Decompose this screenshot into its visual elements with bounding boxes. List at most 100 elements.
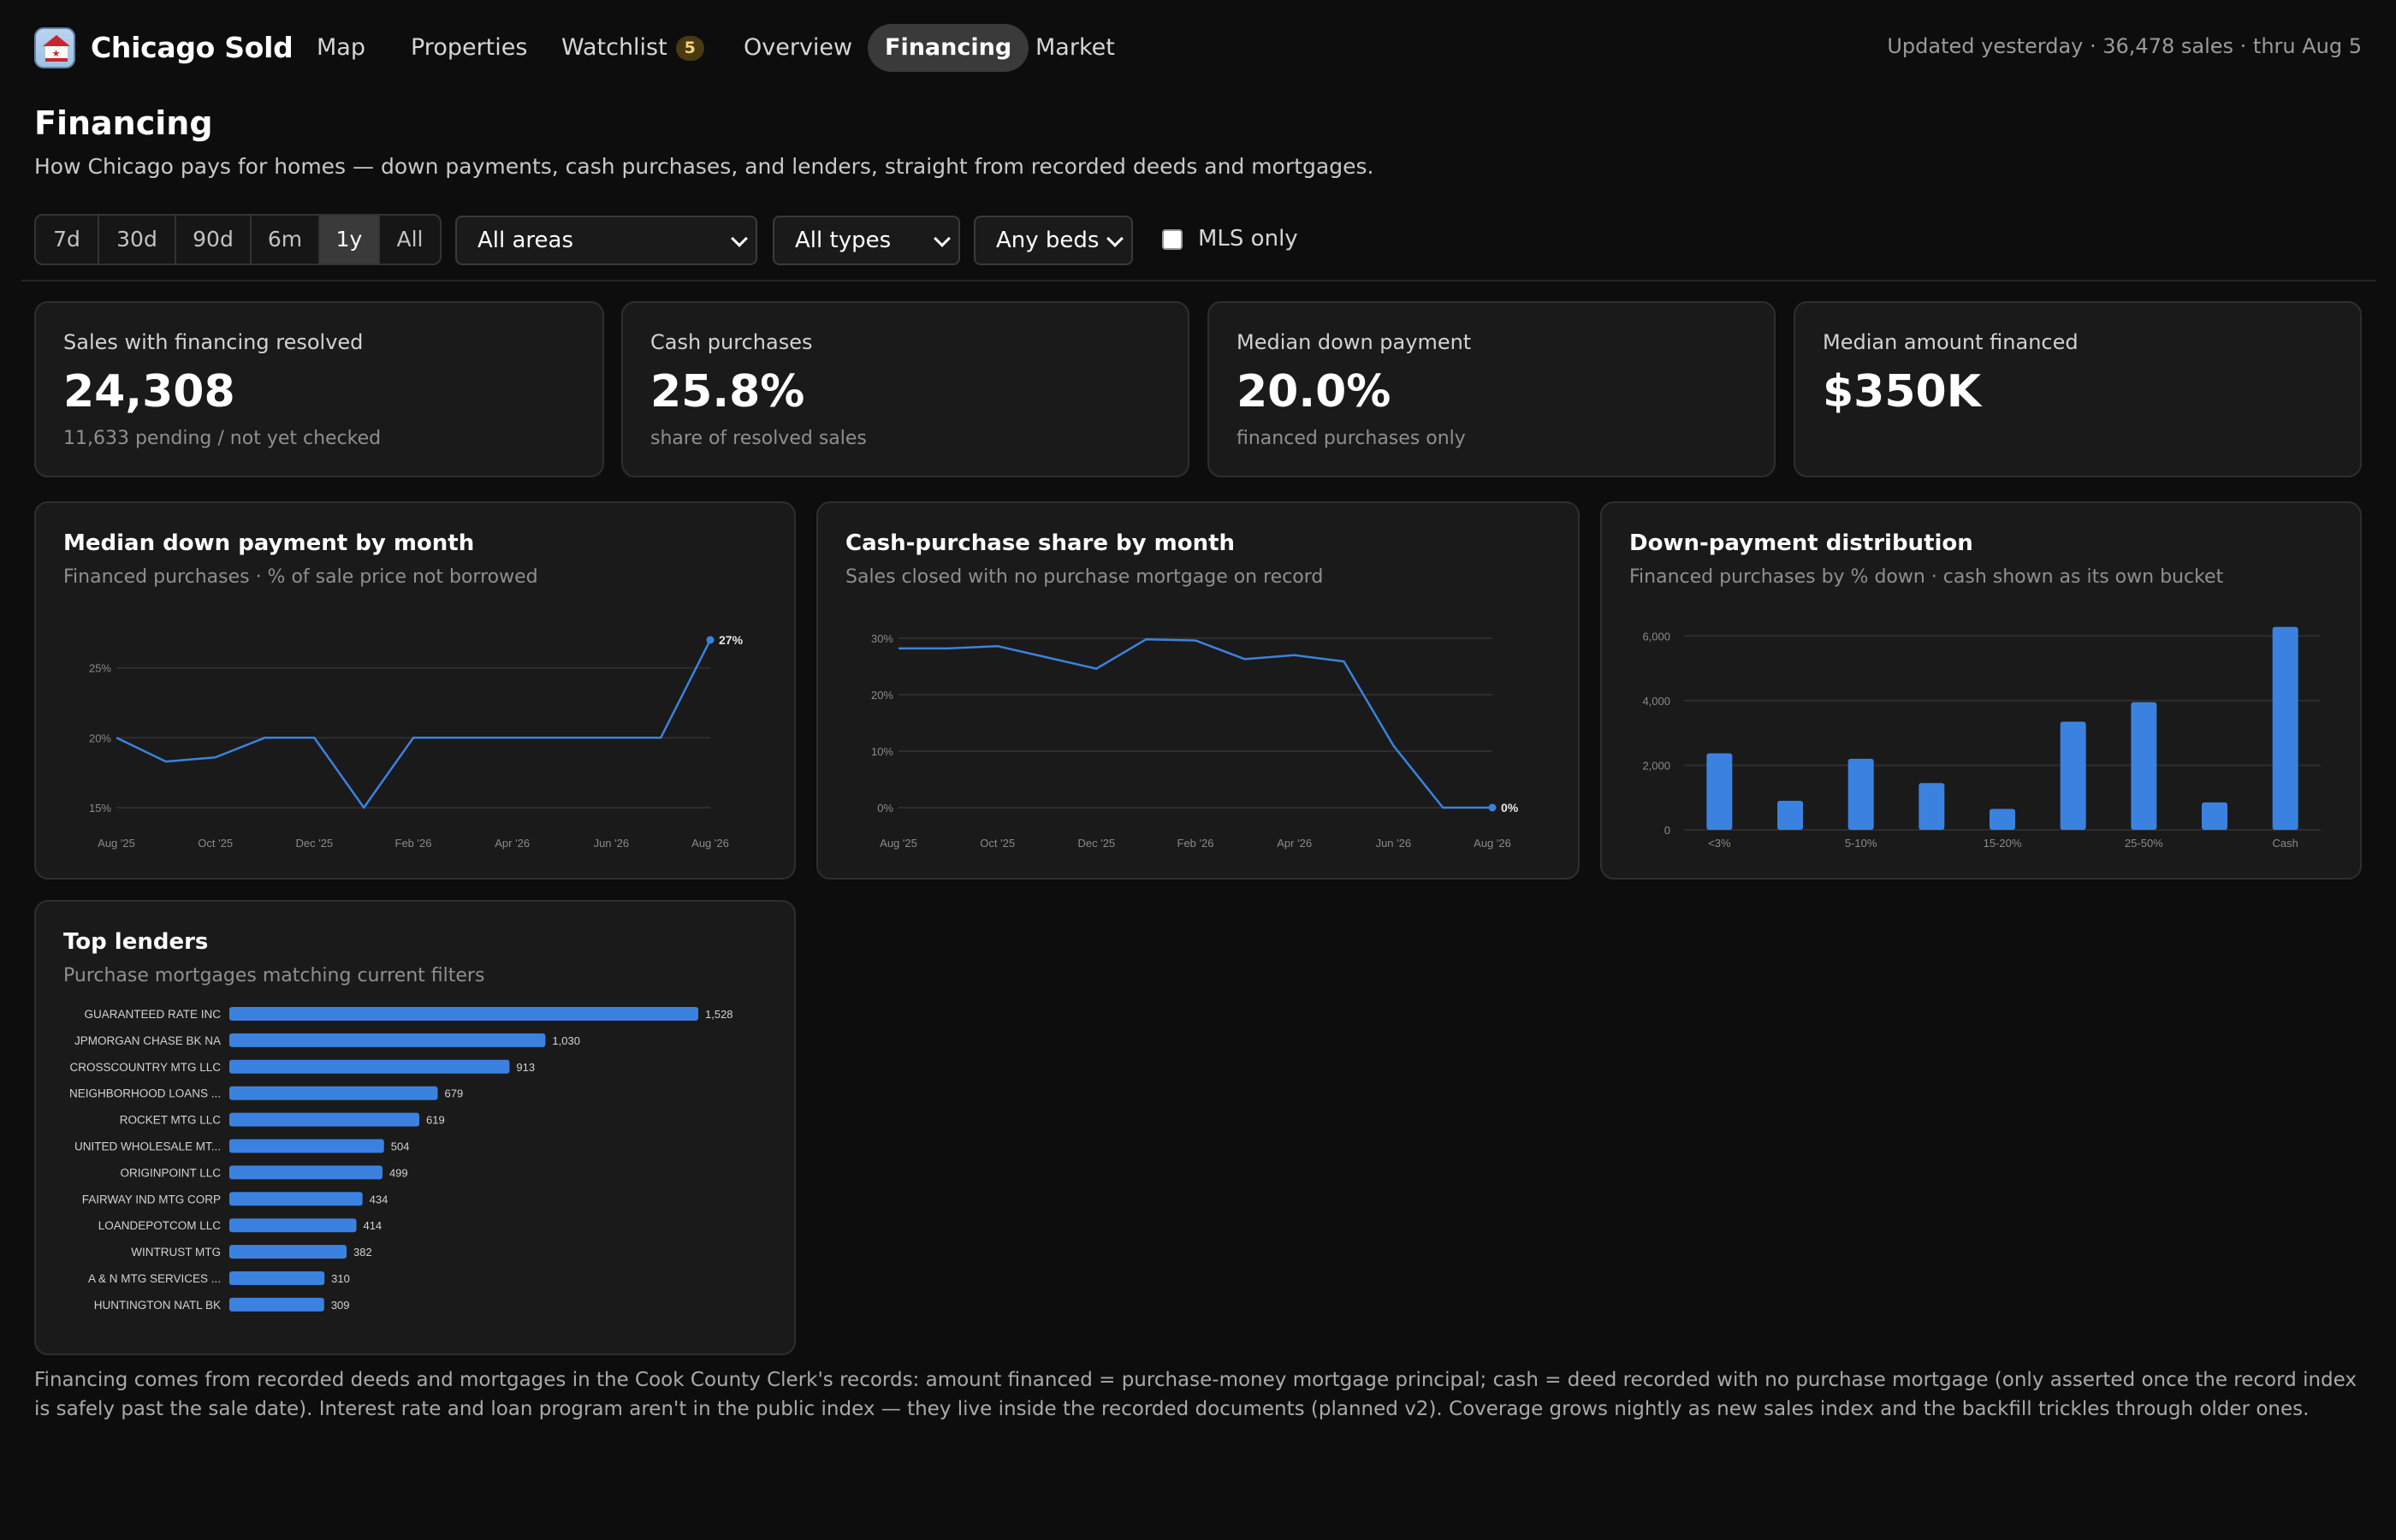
brand-name[interactable]: Chicago Sold	[91, 31, 294, 64]
last-point-marker	[706, 636, 715, 644]
lender-name: WINTRUST MTG	[131, 1246, 221, 1259]
lender-name: HUNTINGTON NATL BK	[94, 1299, 221, 1312]
mls-only-checkbox[interactable]	[1162, 229, 1183, 250]
nav-link-market[interactable]: Market	[1018, 24, 1132, 72]
y-tick-label: 4,000	[1642, 695, 1670, 708]
lender-name: CROSSCOUNTRY MTG LLC	[69, 1061, 221, 1074]
x-tick-label: 15-20%	[1984, 837, 2022, 850]
mls-only-label[interactable]: MLS only	[1198, 226, 1298, 252]
range-7d-button[interactable]: 7d	[36, 216, 99, 264]
lender-name: FAIRWAY IND MTG CORP	[82, 1193, 221, 1205]
chart-subtitle: Financed purchases by % down · cash show…	[1629, 566, 2224, 588]
time-range-selector: 7d 30d 90d 6m 1y All	[34, 214, 442, 265]
page-title: Financing	[34, 104, 213, 142]
x-tick-label: Feb '26	[395, 837, 432, 850]
house-flag-logo-icon[interactable]	[34, 27, 75, 68]
y-tick-label: 25%	[89, 662, 111, 675]
lender-count: 310	[331, 1272, 350, 1285]
property-type-select[interactable]: All types	[773, 216, 960, 265]
lender-count: 434	[370, 1193, 388, 1205]
x-tick-label: 5-10%	[1845, 837, 1877, 850]
nav-link-financing[interactable]: Financing	[868, 24, 1029, 72]
x-tick-label: Cash	[2272, 837, 2298, 850]
bar	[2131, 702, 2157, 830]
range-6m-button[interactable]: 6m	[252, 216, 320, 264]
filter-divider	[21, 280, 2376, 281]
kpi-label: Sales with financing resolved	[63, 330, 364, 354]
range-90d-button[interactable]: 90d	[176, 216, 252, 264]
lender-count: 499	[389, 1166, 408, 1179]
chevron-down-icon	[1106, 230, 1124, 247]
lender-count: 309	[331, 1299, 350, 1312]
last-point-marker	[1488, 803, 1497, 812]
nav-link-overview[interactable]: Overview	[727, 24, 869, 72]
x-tick-label: Apr '26	[495, 837, 530, 850]
beds-select[interactable]: Any beds	[974, 216, 1133, 265]
kpi-label: Median amount financed	[1823, 330, 2079, 354]
top-lenders-card: Top lenders Purchase mortgages matching …	[34, 900, 796, 1355]
bar	[1919, 783, 1945, 830]
kpi-label: Cash purchases	[650, 330, 813, 354]
lender-count: 679	[445, 1087, 464, 1100]
x-tick-label: Apr '26	[1277, 837, 1312, 850]
chart-subtitle: Sales closed with no purchase mortgage o…	[845, 566, 1324, 588]
kpi-label: Median down payment	[1237, 330, 1472, 354]
x-tick-label: Dec '25	[1077, 837, 1115, 850]
x-tick-label: Jun '26	[594, 837, 630, 850]
y-tick-label: 30%	[871, 632, 893, 645]
lender-bar	[229, 1086, 438, 1100]
nav-link-label: Watchlist	[561, 34, 667, 61]
kpi-value: 24,308	[63, 366, 235, 418]
lender-bar	[229, 1165, 383, 1180]
chevron-down-icon	[731, 230, 748, 247]
lender-count: 1,528	[705, 1008, 733, 1021]
chevron-down-icon	[934, 230, 951, 247]
chart-title: Top lenders	[63, 929, 209, 955]
x-tick-label: 25-50%	[2125, 837, 2163, 850]
lender-bar	[229, 1192, 363, 1206]
down-payment-bar-chart: 0 2,000 4,000 6,000 <3% 5-10% 15-20% 25-50% Cash	[1642, 626, 2321, 850]
lender-count: 1,030	[552, 1034, 580, 1047]
x-tick-label: Aug '26	[1474, 837, 1511, 850]
nav-link-properties[interactable]: Properties	[394, 24, 544, 72]
x-tick-label: Oct '25	[198, 837, 233, 850]
lender-bar	[229, 1059, 510, 1074]
down-payment-chart-card: Median down payment by month Financed pu…	[34, 501, 796, 880]
range-1y-button[interactable]: 1y	[320, 216, 380, 264]
nav-link-map[interactable]: Map	[300, 24, 383, 72]
y-tick-label: 20%	[871, 689, 893, 702]
down-payment-line-chart: 15% 20% 25% Aug '25 Oct '25 Dec '25 Feb '26 Apr…	[89, 633, 744, 850]
bar	[2272, 626, 2298, 830]
distribution-chart-card: Down-payment distribution Financed purch…	[1600, 501, 2362, 880]
chart-subtitle: Financed purchases · % of sale price not…	[63, 566, 538, 588]
last-value-label: 0%	[1501, 801, 1519, 814]
y-tick-label: 20%	[89, 732, 111, 744]
lender-bar	[229, 1297, 324, 1312]
lender-name: LOANDEPOTCOM LLC	[98, 1219, 222, 1232]
cash-share-line-chart: 0% 10% 20% 30% Aug '25 Oct '25 Dec '25 Feb '26 A…	[871, 632, 1519, 850]
kpi-card-resolved: Sales with financing resolved 24,308 11,…	[34, 301, 604, 477]
lender-bar	[229, 1139, 384, 1153]
kpi-value: 25.8%	[650, 366, 805, 418]
y-tick-label: 15%	[89, 802, 111, 814]
lender-count: 504	[391, 1140, 410, 1153]
nav-link-label: Map	[317, 34, 365, 61]
chart-title: Cash-purchase share by month	[845, 530, 1236, 556]
lender-bar	[229, 1033, 546, 1047]
chart-subtitle: Purchase mortgages matching current filt…	[63, 965, 485, 986]
last-value-label: 27%	[719, 633, 744, 647]
area-select[interactable]: All areas	[455, 216, 757, 265]
bar	[2202, 802, 2227, 830]
data-freshness-status: Updated yesterday · 36,478 sales · thru …	[1887, 34, 2362, 58]
y-tick-label: 0%	[877, 802, 893, 814]
lender-bar	[229, 1007, 698, 1021]
kpi-value: 20.0%	[1237, 366, 1391, 418]
beds-select-value: Any beds	[996, 228, 1100, 253]
y-tick-label: 6,000	[1642, 630, 1670, 643]
chart-title: Median down payment by month	[63, 530, 475, 556]
nav-link-label: Market	[1035, 34, 1115, 61]
range-30d-button[interactable]: 30d	[99, 216, 176, 264]
lender-bar	[229, 1271, 325, 1285]
range-all-button[interactable]: All	[396, 227, 424, 252]
nav-link-watchlist[interactable]: Watchlist 5	[544, 24, 721, 72]
